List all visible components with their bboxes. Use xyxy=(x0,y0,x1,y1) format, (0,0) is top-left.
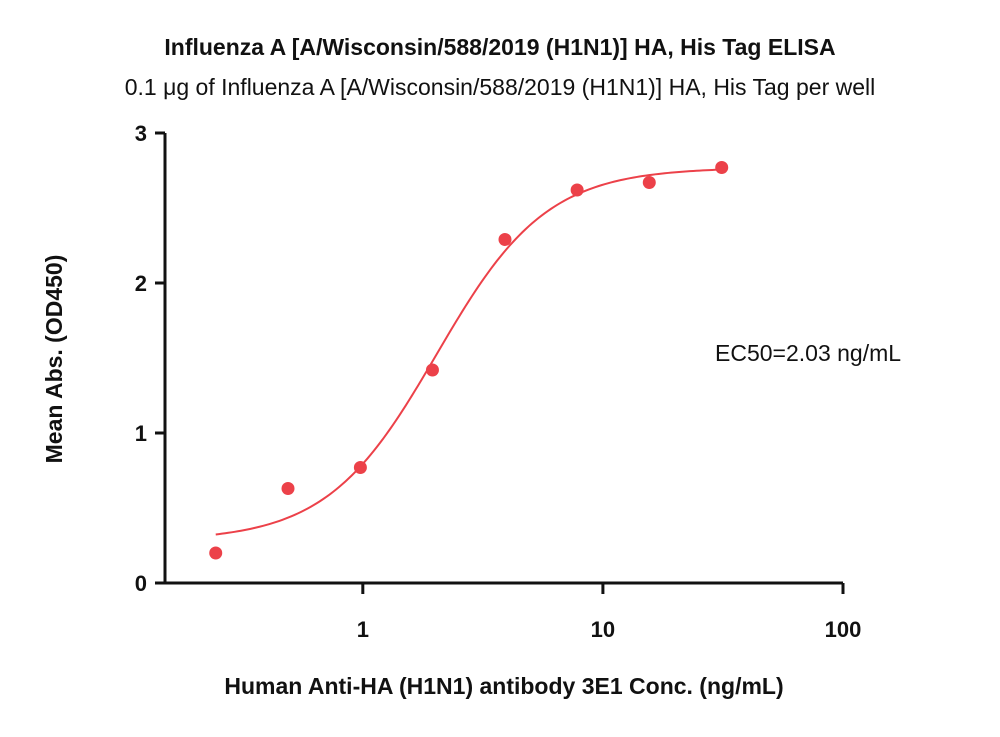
data-point xyxy=(498,233,512,246)
data-point xyxy=(570,183,584,197)
x-axis-label: Human Anti-HA (H1N1) antibody 3E1 Conc. … xyxy=(224,673,783,699)
chart-title: Influenza A [A/Wisconsin/588/2019 (H1N1)… xyxy=(164,34,836,60)
x-tick-label: 100 xyxy=(825,617,862,642)
y-tick-label: 0 xyxy=(135,571,147,596)
fit-curve xyxy=(215,168,722,536)
y-tick-label: 2 xyxy=(135,271,147,296)
data-point xyxy=(353,461,367,474)
y-axis-label: Mean Abs. (OD450) xyxy=(41,255,67,464)
data-point xyxy=(425,363,439,377)
x-ticks: 1 10 100 xyxy=(357,583,862,642)
y-tick-label: 1 xyxy=(135,421,147,446)
data-point xyxy=(642,176,656,189)
x-tick-label: 10 xyxy=(591,617,615,642)
data-point xyxy=(281,482,295,495)
data-points xyxy=(209,161,729,560)
x-tick-label: 1 xyxy=(357,617,369,642)
chart-subtitle: 0.1 μg of Influenza A [A/Wisconsin/588/2… xyxy=(124,74,876,100)
data-point xyxy=(715,161,729,174)
ec50-annotation: EC50=2.03 ng/mL xyxy=(715,340,901,366)
data-point xyxy=(209,546,223,560)
y-ticks: 0 1 2 3 xyxy=(135,121,165,596)
y-tick-label: 3 xyxy=(135,121,147,146)
